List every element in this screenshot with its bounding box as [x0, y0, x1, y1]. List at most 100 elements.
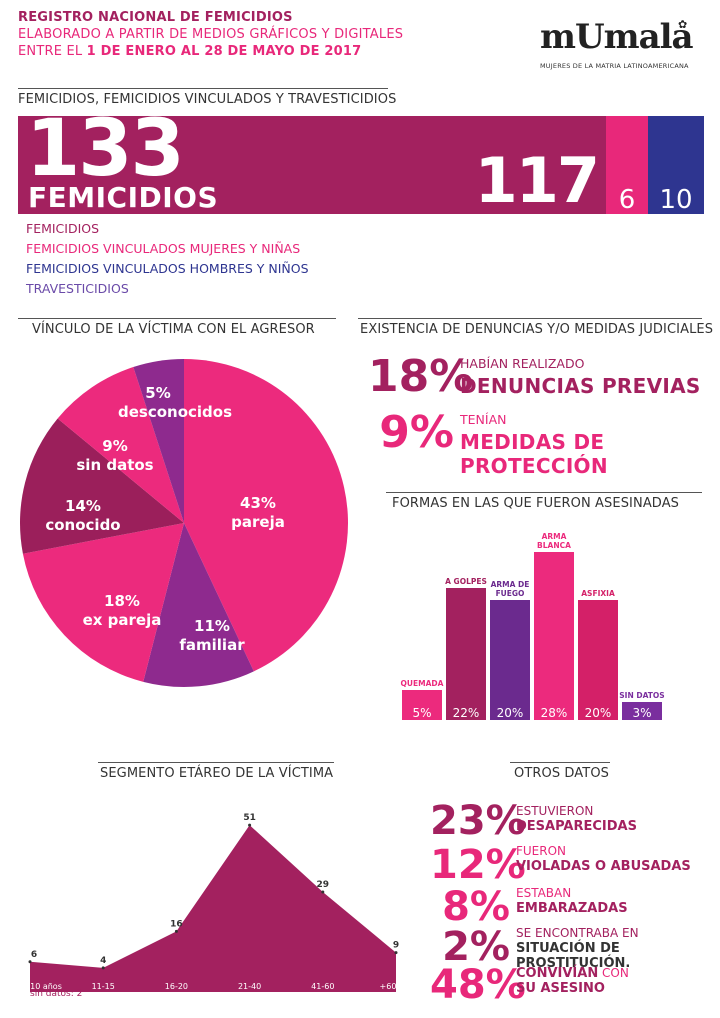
- divider: [18, 88, 388, 89]
- otros-item-desaparecidas: ESTUVIERON DESAPARECIDAS: [516, 804, 637, 834]
- pie-slice-desconocidos: [133, 359, 184, 523]
- legend-item-vinculados-mujeres: FEMICIDIOS VINCULADOS MUJERES Y NIÑAS: [26, 241, 301, 256]
- vinculo-title: VÍNCULO DE LA VÍCTIMA CON EL AGRESOR: [32, 322, 315, 337]
- pie-label-conocido: 14% conocido: [45, 497, 121, 534]
- otros-title: OTROS DATOS: [514, 766, 610, 781]
- total-bar: [18, 116, 704, 214]
- butterfly-icon: ✿: [678, 18, 688, 31]
- formas-bar-label: SIN DATOS: [619, 691, 664, 700]
- segmento-sin-datos: sin datos: 2: [30, 989, 83, 999]
- formas-bar-label: A GOLPES: [445, 577, 487, 586]
- segmento-axis-strip: [30, 980, 396, 992]
- formas-bar-value: 20%: [585, 706, 612, 720]
- segmento-value-label: 9: [393, 941, 399, 951]
- formas-bar-arma-blanca: [534, 552, 574, 720]
- formas-bar-quemada: [402, 690, 442, 720]
- otros-pct-desaparecidas: 23%: [430, 798, 526, 844]
- legend-item-vinculados-hombres: FEMICIDIOS VINCULADOS HOMBRES Y NIÑOS: [26, 261, 309, 276]
- segmento-value-label: 6: [31, 950, 37, 960]
- segmento-value-label: 29: [317, 880, 330, 890]
- divider: [386, 492, 702, 493]
- segmento-area-chart: 6 0-10 años 4 11-15 16 16-20 51 21-40 29 41-60 9 +6…: [22, 813, 399, 992]
- segmento-tick-label: +60: [380, 982, 397, 991]
- pie-slice-sin-datos: [57, 367, 184, 523]
- divider: [18, 318, 336, 319]
- formas-bar-label: QUEMADA: [401, 679, 444, 688]
- segmento-tick-label: 41-60: [311, 982, 334, 991]
- segmento-point: [248, 823, 252, 827]
- total-number: 133: [26, 104, 185, 194]
- segmento-point: [394, 951, 398, 955]
- formas-bar-label: ARMA: [542, 532, 567, 541]
- vinculo-pie-chart: [20, 359, 348, 687]
- segmento-point: [101, 966, 105, 970]
- pie-label-desconocidos: 5% desconocidos: [118, 384, 233, 421]
- bar-segment-vinculados-hombres: [648, 116, 704, 214]
- logo-tagline: MUJERES DE LA MATRIA LATINOAMERICANA: [540, 62, 689, 70]
- denuncias-title: EXISTENCIA DE DENUNCIAS Y/O MEDIDAS JUDI…: [360, 322, 714, 337]
- formas-bar-sin-datos: [622, 702, 662, 720]
- denuncias-small: HABÍAN REALIZADO: [460, 356, 585, 371]
- formas-title: FORMAS EN LAS QUE FUERON ASESINADAS: [392, 496, 680, 511]
- formas-bar-value: 20%: [497, 706, 524, 720]
- header-subtitle: ELABORADO A PARTIR DE MEDIOS GRÁFICOS Y …: [18, 27, 404, 42]
- segmento-value-label: 51: [243, 813, 256, 823]
- formas-bar-value: 28%: [541, 706, 568, 720]
- segmento-area: [30, 825, 396, 980]
- pie-label-sin-datos: 9% sin datos: [76, 437, 154, 474]
- segmento-value-label: 16: [170, 919, 183, 929]
- otros-pct-convivian: 48%: [430, 962, 526, 1008]
- divider: [510, 762, 610, 763]
- segmento-title: SEGMENTO ETÁREO DE LA VÍCTIMA: [100, 766, 334, 781]
- legend-item-femicidios: FEMICIDIOS: [26, 221, 100, 236]
- formas-bar-value: 22%: [453, 706, 480, 720]
- segmento-point: [321, 890, 325, 894]
- segmento-value-label: 4: [100, 956, 106, 966]
- pie-label-pareja: 43% pareja: [231, 494, 285, 531]
- otros-item-convivian: CONVIVÍAN CON SU ASESINO: [516, 966, 629, 996]
- vinculados-hombres-count: 10: [659, 185, 693, 215]
- pie-slice-ex-pareja: [22, 523, 184, 682]
- formas-bar-value: 3%: [632, 706, 651, 720]
- otros-item-prostitucion: SE ENCONTRABA EN SITUACIÓN DE PROSTITUCIÓ…: [516, 926, 639, 971]
- header: REGISTRO NACIONAL DE FEMICIDIOS ELABORAD…: [18, 9, 403, 60]
- otros-item-violadas: FUERON VIOLADAS O ABUSADAS: [516, 844, 691, 874]
- formas-bar-arma-de-fuego: [490, 600, 530, 720]
- formas-bar-asfixia: [578, 600, 618, 720]
- formas-bar-value: 5%: [412, 706, 431, 720]
- logo-text: mUmala: [540, 17, 694, 57]
- segmento-tick-label: 16-20: [165, 982, 188, 991]
- formas-bar-a-golpes: [446, 588, 486, 720]
- otros-pct-embarazadas: 8%: [442, 884, 510, 930]
- medidas-small: TENÍAN: [460, 412, 507, 427]
- bar-segment-vinculados-mujeres: [606, 116, 648, 214]
- segmento-point: [28, 960, 32, 964]
- header-date-range: ENTRE EL 1 DE ENERO AL 28 DE MAYO DE 201…: [18, 44, 362, 59]
- pie-label-familiar: 11% familiar: [179, 617, 245, 654]
- pie-slice-pareja: [184, 359, 348, 672]
- pie-slice-familiar: [143, 523, 254, 687]
- divider: [358, 318, 702, 319]
- vinculados-mujeres-count: 6: [618, 185, 636, 215]
- formas-bar-label: ARMA DE: [491, 580, 530, 589]
- segmento-tick-label: 0-10 años: [22, 982, 62, 991]
- medidas-pct: 9%: [379, 407, 454, 458]
- bar-segment-femicidios: [18, 116, 606, 214]
- formas-bar-label: FUEGO: [496, 589, 525, 598]
- mumala-logo: mUmala ✿ MUJERES DE LA MATRIA LATINOAMER…: [540, 17, 694, 82]
- formas-bar-label: BLANCA: [537, 541, 571, 550]
- legend-item-travesticidios: TRAVESTICIDIOS: [26, 281, 129, 296]
- denuncias-big: DENUNCIAS PREVIAS: [460, 374, 701, 398]
- total-label: FEMICIDIOS: [28, 181, 219, 214]
- otros-pct-violadas: 12%: [430, 842, 526, 888]
- otros-pct-prostitucion: 2%: [442, 924, 510, 970]
- otros-item-embarazadas: ESTABAN EMBARAZADAS: [516, 886, 628, 916]
- segmento-point: [174, 929, 178, 933]
- segmento-tick-label: 11-15: [92, 982, 115, 991]
- header-title: REGISTRO NACIONAL DE FEMICIDIOS: [18, 10, 293, 25]
- medidas-big: MEDIDAS DE PROTECCIÓN: [460, 430, 608, 478]
- pie-slice-conocido: [20, 418, 185, 554]
- pie-label-ex-pareja: 18% ex pareja: [82, 592, 162, 629]
- total-section-title: FEMICIDIOS, FEMICIDIOS VINCULADOS Y TRAV…: [18, 92, 397, 107]
